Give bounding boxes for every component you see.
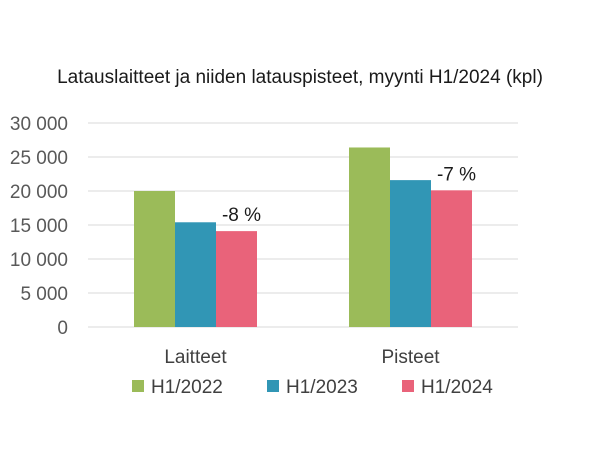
legend-swatch [132, 380, 144, 392]
x-axis-categories: Laitteet Pisteet [164, 347, 440, 368]
bars [134, 147, 472, 327]
chart-title: Latauslaitteet ja niiden latauspisteet, … [57, 67, 543, 88]
annotations: -8 % -7 % [222, 164, 476, 226]
legend: H1/2022 H1/2023 H1/2024 [132, 377, 493, 398]
change-annotation: -7 % [437, 164, 476, 185]
x-category-label: Pisteet [381, 347, 440, 368]
y-axis-ticks: 0 5 000 10 000 15 000 20 000 25 000 30 000 [10, 114, 68, 339]
bar-pisteet-h1-2023 [390, 180, 431, 327]
y-tick-label: 20 000 [10, 182, 68, 203]
bar-laitteet-h1-2024 [216, 231, 257, 327]
y-tick-label: 10 000 [10, 250, 68, 271]
legend-label: H1/2022 [151, 377, 223, 398]
legend-label: H1/2023 [286, 377, 358, 398]
y-tick-label: 5 000 [20, 284, 68, 305]
bar-pisteet-h1-2024 [431, 190, 472, 327]
bar-laitteet-h1-2023 [175, 222, 216, 327]
legend-label: H1/2024 [421, 377, 493, 398]
y-tick-label: 25 000 [10, 148, 68, 169]
legend-swatch [402, 380, 414, 392]
change-annotation: -8 % [222, 205, 261, 226]
x-category-label: Laitteet [164, 347, 227, 368]
legend-swatch [267, 380, 279, 392]
y-tick-label: 30 000 [10, 114, 68, 135]
bar-pisteet-h1-2022 [349, 147, 390, 327]
y-tick-label: 15 000 [10, 216, 68, 237]
y-tick-label: 0 [57, 318, 68, 339]
bar-laitteet-h1-2022 [134, 191, 175, 327]
